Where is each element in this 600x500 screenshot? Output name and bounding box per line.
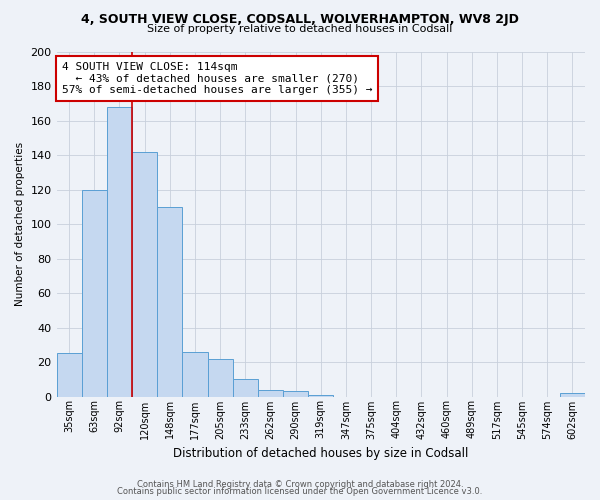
- Bar: [56, 354, 82, 397]
- Bar: [233, 380, 258, 396]
- X-axis label: Distribution of detached houses by size in Codsall: Distribution of detached houses by size …: [173, 447, 469, 460]
- Bar: [132, 152, 157, 396]
- Text: Contains HM Land Registry data © Crown copyright and database right 2024.: Contains HM Land Registry data © Crown c…: [137, 480, 463, 489]
- Bar: [107, 106, 132, 397]
- Bar: [258, 390, 283, 396]
- Bar: [157, 207, 182, 396]
- Text: 4, SOUTH VIEW CLOSE, CODSALL, WOLVERHAMPTON, WV8 2JD: 4, SOUTH VIEW CLOSE, CODSALL, WOLVERHAMP…: [81, 12, 519, 26]
- Text: 4 SOUTH VIEW CLOSE: 114sqm
  ← 43% of detached houses are smaller (270)
57% of s: 4 SOUTH VIEW CLOSE: 114sqm ← 43% of deta…: [62, 62, 373, 95]
- Bar: [182, 352, 208, 397]
- Text: Contains public sector information licensed under the Open Government Licence v3: Contains public sector information licen…: [118, 487, 482, 496]
- Text: Size of property relative to detached houses in Codsall: Size of property relative to detached ho…: [148, 24, 452, 34]
- Bar: [283, 392, 308, 396]
- Bar: [308, 395, 334, 396]
- Y-axis label: Number of detached properties: Number of detached properties: [15, 142, 25, 306]
- Bar: [208, 358, 233, 397]
- Bar: [82, 190, 107, 396]
- Bar: [560, 393, 585, 396]
